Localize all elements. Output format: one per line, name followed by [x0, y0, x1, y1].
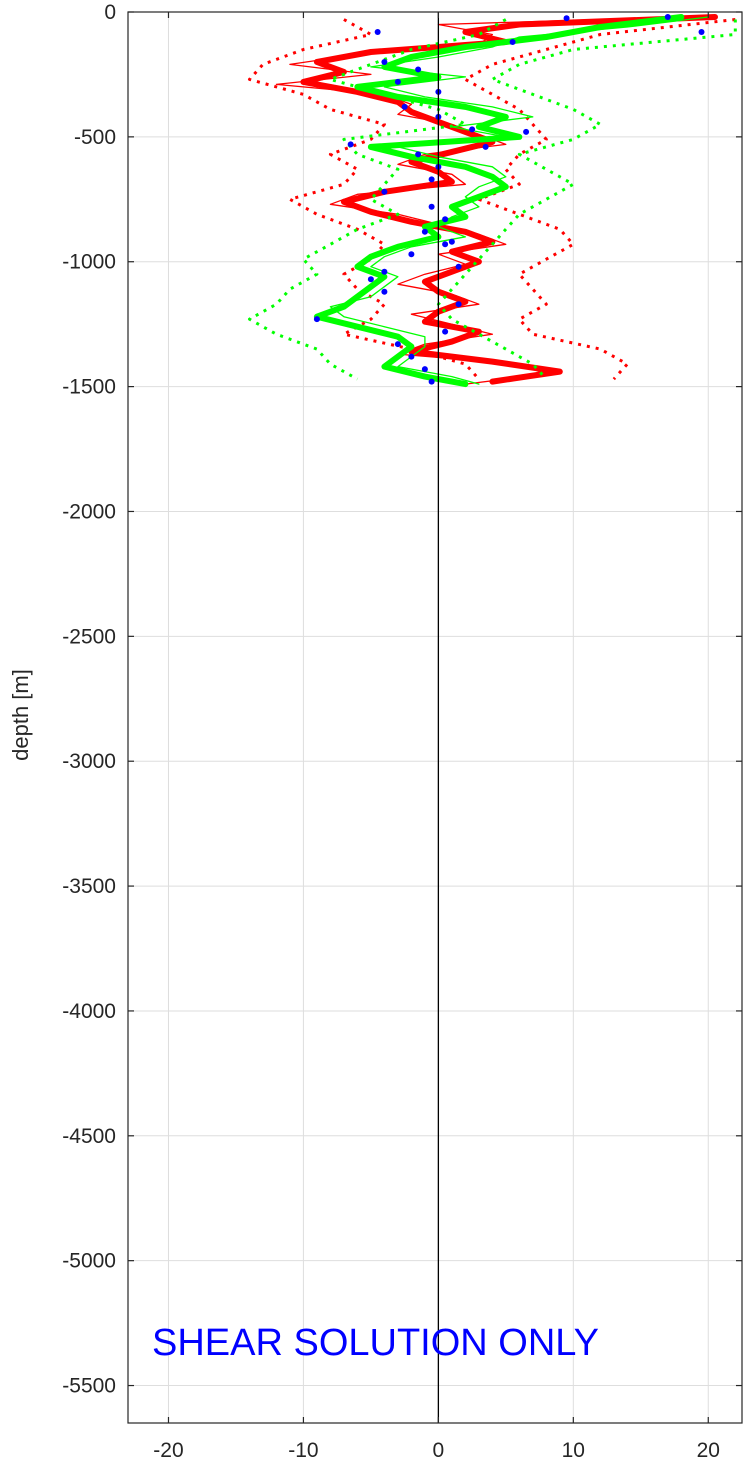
- blue-data-point: [381, 288, 388, 295]
- y-tick-label: 0: [104, 1, 116, 24]
- blue-data-point: [381, 58, 388, 65]
- x-tick-label: -20: [153, 1439, 183, 1462]
- blue-data-point: [698, 28, 705, 35]
- x-tick-label: 20: [697, 1439, 720, 1462]
- red-thin-series-line: [275, 16, 682, 385]
- blue-data-point: [401, 103, 408, 110]
- blue-data-point: [347, 141, 354, 148]
- blue-data-point: [509, 38, 516, 45]
- shear-solution-annotation: SHEAR SOLUTION ONLY: [152, 1322, 599, 1364]
- y-tick-label: -2000: [62, 500, 116, 523]
- blue-data-point: [563, 15, 570, 22]
- y-tick-label: -1000: [62, 251, 116, 274]
- blue-data-point: [428, 203, 435, 210]
- axis-ticks: [128, 11, 742, 1423]
- y-axis-label: depth [m]: [8, 669, 33, 761]
- x-tick-label: 10: [562, 1439, 585, 1462]
- blue-data-point: [394, 78, 401, 85]
- blue-data-point: [523, 128, 530, 135]
- y-tick-label: -5500: [62, 1375, 116, 1398]
- green-dotted-series-line: [436, 19, 737, 381]
- blue-data-point: [415, 151, 422, 158]
- data-points: [313, 13, 705, 385]
- blue-data-point: [455, 301, 462, 308]
- blue-data-point: [442, 328, 449, 335]
- y-tick-label: -4000: [62, 1000, 116, 1023]
- blue-data-point: [469, 126, 476, 133]
- blue-data-point: [415, 66, 422, 73]
- blue-data-point: [455, 263, 462, 270]
- y-tick-label: -3500: [62, 875, 116, 898]
- x-tick-label: -10: [288, 1439, 318, 1462]
- blue-data-point: [482, 143, 489, 150]
- y-tick-label: -500: [74, 126, 116, 149]
- red-thick-series-line: [300, 14, 718, 385]
- blue-data-point: [448, 238, 455, 245]
- x-tick-labels: -20 -10 0 10 20: [153, 1439, 720, 1462]
- blue-data-point: [421, 228, 428, 235]
- green-dotted-series-line: [248, 18, 507, 381]
- blue-data-point: [408, 251, 415, 258]
- y-tick-label: -3000: [62, 750, 116, 773]
- plot-frame: [127, 11, 743, 1424]
- blue-data-point: [367, 276, 374, 283]
- blue-data-point: [428, 176, 435, 183]
- series-lines: [248, 14, 737, 388]
- y-tick-label: -4500: [62, 1125, 116, 1148]
- green-thick-series-line: [313, 14, 685, 388]
- red-dotted-series-line: [463, 18, 736, 381]
- blue-data-point: [381, 268, 388, 275]
- blue-data-point: [313, 316, 320, 323]
- y-tick-label: -5000: [62, 1250, 116, 1273]
- blue-data-point: [428, 378, 435, 385]
- red-dotted-series-line: [248, 18, 481, 381]
- y-tick-labels: 0 -500 -1000 -1500 -2000 -2500 -3000 -3500 -4000…: [62, 1, 116, 1398]
- blue-data-point: [381, 188, 388, 195]
- x-tick-label: 0: [433, 1439, 445, 1462]
- y-tick-label: -2500: [62, 625, 116, 648]
- blue-data-point: [394, 341, 401, 348]
- blue-data-point: [421, 366, 428, 373]
- y-tick-label: -1500: [62, 376, 116, 399]
- blue-data-point: [408, 353, 415, 360]
- blue-data-point: [442, 216, 449, 223]
- blue-data-point: [442, 241, 449, 248]
- blue-data-point: [374, 28, 381, 35]
- green-thin-series-line: [329, 16, 709, 385]
- blue-data-point: [664, 13, 671, 20]
